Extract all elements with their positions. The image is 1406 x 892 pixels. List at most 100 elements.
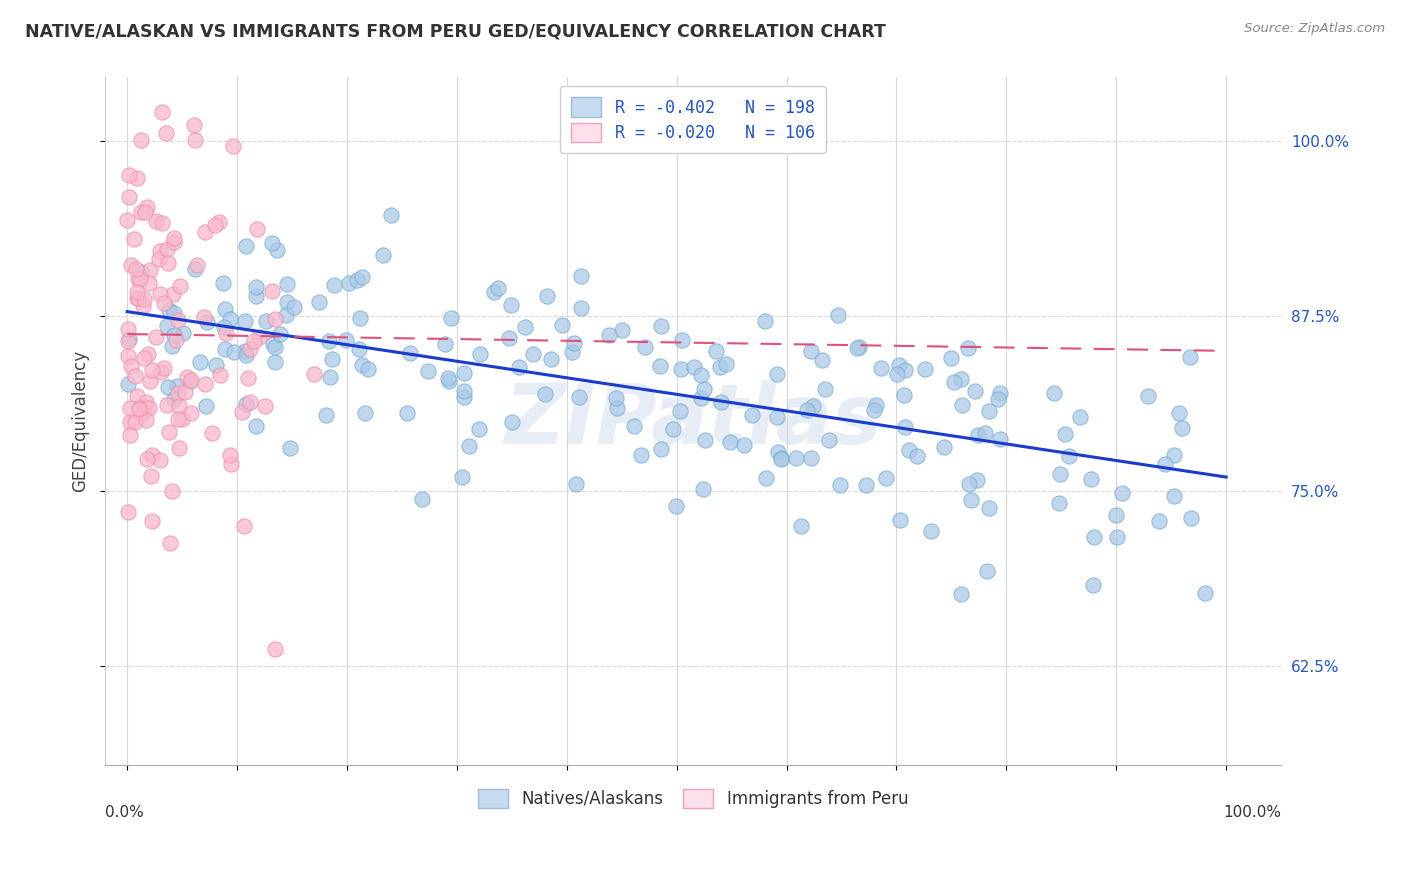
Point <box>205 358 228 372</box>
Point <box>513 320 536 334</box>
Point <box>709 359 731 374</box>
Point <box>1163 489 1185 503</box>
Point <box>887 358 910 372</box>
Point <box>117 376 139 391</box>
Point <box>718 435 741 450</box>
Point <box>180 373 202 387</box>
Point <box>690 392 713 406</box>
Point <box>934 441 956 455</box>
Point <box>235 347 257 361</box>
Point <box>135 395 157 409</box>
Point <box>1049 467 1071 481</box>
Point <box>1147 514 1170 528</box>
Point <box>141 514 163 528</box>
Point <box>231 405 253 419</box>
Point <box>194 377 217 392</box>
Point <box>785 451 807 466</box>
Point <box>118 189 141 203</box>
Point <box>243 334 266 348</box>
Point <box>194 225 217 239</box>
Point <box>1170 421 1192 435</box>
Point <box>967 428 990 442</box>
Point <box>262 235 284 250</box>
Text: 0.0%: 0.0% <box>105 805 143 820</box>
Point <box>150 105 173 120</box>
Point <box>117 212 139 227</box>
Point <box>128 401 150 415</box>
Point <box>121 359 143 374</box>
Point <box>138 276 160 290</box>
Point <box>682 360 704 375</box>
Point <box>714 357 737 371</box>
Point <box>914 362 936 376</box>
Point <box>195 400 218 414</box>
Point <box>352 270 374 285</box>
Point <box>974 425 997 440</box>
Point <box>1057 449 1080 463</box>
Point <box>141 448 163 462</box>
Point <box>127 171 149 186</box>
Point <box>239 343 262 357</box>
Point <box>274 308 297 322</box>
Point <box>117 505 139 519</box>
Point <box>741 408 763 422</box>
Point <box>671 362 693 376</box>
Point <box>139 468 162 483</box>
Point <box>117 334 139 348</box>
Point <box>508 360 530 375</box>
Point <box>349 342 371 356</box>
Point <box>264 312 287 326</box>
Point <box>167 399 190 413</box>
Point <box>155 318 177 333</box>
Point <box>569 301 592 315</box>
Point <box>136 452 159 467</box>
Point <box>1069 410 1091 425</box>
Point <box>239 395 262 409</box>
Point <box>960 492 983 507</box>
Point <box>987 392 1010 406</box>
Point <box>956 341 979 355</box>
Point <box>308 294 330 309</box>
Point <box>129 272 152 286</box>
Point <box>214 343 236 357</box>
Text: 100.0%: 100.0% <box>1223 805 1281 820</box>
Point <box>200 425 222 440</box>
Point <box>692 382 714 396</box>
Point <box>800 344 823 359</box>
Point <box>1194 586 1216 600</box>
Point <box>138 374 160 388</box>
Point <box>129 265 152 279</box>
Point <box>671 334 693 348</box>
Point <box>886 368 908 382</box>
Point <box>845 341 868 355</box>
Point <box>498 331 520 345</box>
Point <box>127 292 149 306</box>
Point <box>165 333 187 347</box>
Point <box>612 323 634 337</box>
Point <box>710 395 733 409</box>
Point <box>818 433 841 447</box>
Point <box>283 300 305 314</box>
Point <box>893 388 915 402</box>
Point <box>335 333 357 347</box>
Point <box>156 242 179 256</box>
Point <box>125 285 148 299</box>
Point <box>562 336 585 351</box>
Point <box>266 243 288 257</box>
Point <box>264 641 287 656</box>
Point <box>979 404 1001 418</box>
Point <box>371 248 394 262</box>
Point <box>1049 496 1071 510</box>
Point <box>976 564 998 578</box>
Point <box>132 351 155 365</box>
Point <box>136 200 159 214</box>
Point <box>1054 427 1077 442</box>
Point <box>120 258 142 272</box>
Point <box>193 310 215 325</box>
Point <box>211 276 233 290</box>
Point <box>163 328 186 343</box>
Point <box>245 280 267 294</box>
Point <box>1105 531 1128 545</box>
Point <box>124 368 146 383</box>
Point <box>564 476 586 491</box>
